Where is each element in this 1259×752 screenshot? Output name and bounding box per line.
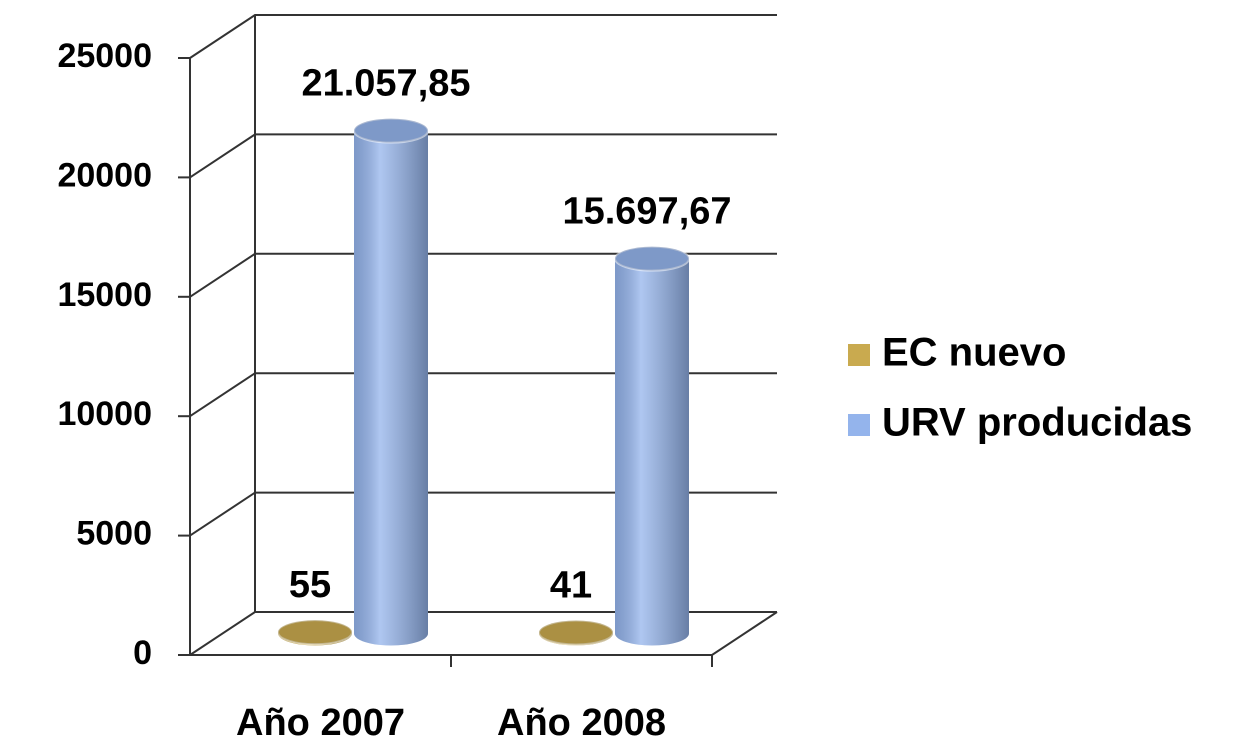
- grid-line: [189, 14, 777, 59]
- cylinder-top: [353, 117, 429, 144]
- grid-line: [189, 372, 777, 418]
- x-tick-label: Año 2008: [497, 702, 666, 744]
- value-label: 15.697,67: [562, 191, 731, 233]
- y-tick-label: 5000: [76, 515, 152, 553]
- cylinder-top: [538, 619, 614, 646]
- legend-swatch: [848, 344, 870, 366]
- y-tick-label: 25000: [57, 37, 152, 75]
- x-tick-label: Año 2007: [236, 702, 405, 744]
- cylinder-top-shade: [615, 246, 689, 271]
- value-label: 41: [550, 565, 592, 607]
- cylinder-top-shade: [278, 620, 352, 645]
- cylinder-shade: [615, 258, 689, 646]
- cylinder-top: [614, 245, 690, 272]
- y-tick-label: 15000: [57, 276, 152, 314]
- y-tick-label: 0: [133, 634, 152, 672]
- cylinder: [353, 117, 429, 646]
- legend-swatch: [848, 414, 870, 436]
- cylinder: [538, 619, 614, 646]
- grid-line: [189, 611, 777, 656]
- cylinder: [277, 619, 353, 646]
- y-tick-label: 20000: [57, 156, 152, 194]
- cylinder: [614, 245, 690, 646]
- legend-label: EC nuevo: [882, 331, 1066, 375]
- value-label: 21.057,85: [301, 63, 470, 105]
- cylinder-top-shade: [354, 118, 428, 143]
- cylinder-shade: [354, 130, 428, 646]
- cylinder-top-shade: [539, 620, 613, 645]
- y-tick-label: 10000: [57, 395, 152, 433]
- cylinder-top: [277, 619, 353, 646]
- grid-line: [189, 252, 777, 298]
- legend-label: URV producidas: [882, 401, 1192, 445]
- grid-line: [189, 133, 777, 179]
- value-label: 55: [289, 564, 331, 606]
- grid-line: [189, 491, 777, 537]
